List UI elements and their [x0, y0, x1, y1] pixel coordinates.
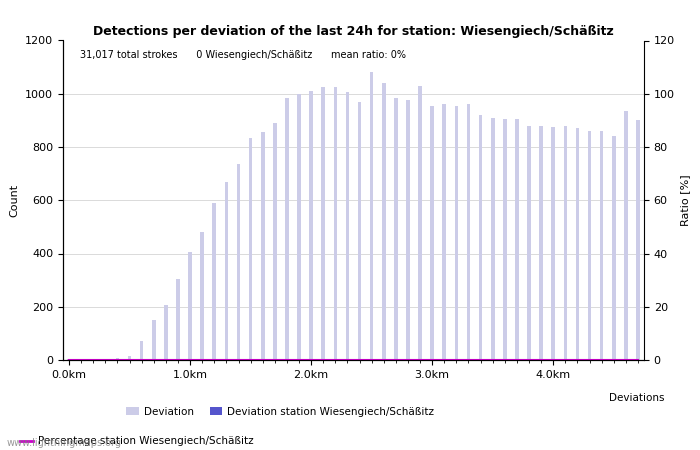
Text: 31,017 total strokes      0 Wiesengiech/Schäßitz      mean ratio: 0%: 31,017 total strokes 0 Wiesengiech/Schäß… — [80, 50, 407, 60]
Y-axis label: Count: Count — [10, 184, 20, 217]
Bar — [467, 104, 470, 360]
Bar — [406, 100, 410, 360]
Bar — [152, 320, 155, 360]
Bar — [128, 356, 132, 360]
Bar — [237, 164, 240, 360]
Bar — [588, 131, 592, 360]
Bar — [491, 118, 494, 360]
Bar — [442, 104, 446, 360]
Bar — [382, 83, 386, 360]
Bar — [419, 86, 422, 360]
Bar — [527, 126, 531, 360]
Bar — [358, 102, 361, 360]
Bar — [479, 115, 482, 360]
Bar — [564, 126, 567, 360]
Bar — [539, 126, 543, 360]
Bar — [164, 306, 168, 360]
Bar — [248, 138, 253, 360]
Bar — [321, 87, 325, 360]
Bar — [636, 120, 640, 360]
Legend: Percentage station Wiesengiech/Schäßitz: Percentage station Wiesengiech/Schäßitz — [16, 432, 258, 450]
Bar — [394, 98, 398, 360]
Bar — [298, 94, 301, 360]
Y-axis label: Ratio [%]: Ratio [%] — [680, 175, 690, 226]
Bar — [273, 123, 276, 360]
Bar — [200, 232, 204, 360]
Bar — [370, 72, 374, 360]
Bar — [67, 359, 71, 360]
Bar — [346, 92, 349, 360]
Bar — [430, 106, 434, 360]
Bar — [140, 342, 143, 360]
Bar — [552, 127, 555, 360]
Bar — [176, 279, 180, 360]
Text: www.lightningmaps.org: www.lightningmaps.org — [7, 437, 122, 447]
Bar — [213, 203, 216, 360]
Bar — [309, 91, 313, 360]
Bar — [515, 119, 519, 360]
Bar — [503, 119, 507, 360]
Bar — [116, 358, 119, 360]
Bar — [285, 98, 288, 360]
Bar — [333, 87, 337, 360]
Bar — [225, 182, 228, 360]
Bar — [575, 128, 579, 360]
Bar — [188, 252, 192, 360]
Bar — [104, 359, 107, 360]
Text: Deviations: Deviations — [609, 393, 664, 403]
Bar — [454, 106, 458, 360]
Bar — [624, 111, 628, 360]
Bar — [612, 136, 615, 360]
Title: Detections per deviation of the last 24h for station: Wiesengiech/Schäßitz: Detections per deviation of the last 24h… — [93, 25, 614, 38]
Bar — [600, 131, 603, 360]
Legend: Deviation, Deviation station Wiesengiech/Schäßitz: Deviation, Deviation station Wiesengiech… — [126, 407, 434, 417]
Bar — [261, 132, 265, 360]
